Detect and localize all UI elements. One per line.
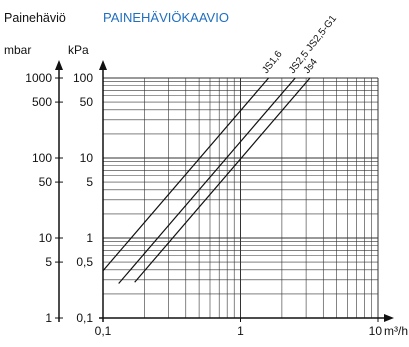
kpa-tick-label: 100 [73,71,93,85]
mbar-tick-label: 10 [39,231,53,245]
y-unit-mbar: mbar [4,43,31,57]
series-lines [102,77,311,284]
mbar-tick-label: 50 [39,175,53,189]
series-line [134,77,311,283]
pressure-loss-label: Painehäviö [4,11,66,25]
grid [102,77,379,319]
mbar-axis: 1000 500 100 50 10 5 1 [25,60,63,325]
series-line [118,77,296,284]
axes [99,60,394,322]
kpa-tick-label: 10 [80,151,94,165]
kpa-tick-label: 1 [86,231,93,245]
kpa-tick-labels: 100 50 10 5 1 0,5 0,1 [73,71,93,325]
series-line [102,77,270,272]
x-axis-arrow [384,314,394,322]
x-axis-label: m³/h [384,324,408,338]
mbar-tick-label: 500 [32,95,52,109]
y-unit-kpa: kPa [68,43,89,57]
x-tick-labels: 0,1 1 10 m³/h [95,318,408,338]
x-tick-label: 0,1 [95,324,112,338]
kpa-tick-label: 5 [86,175,93,189]
x-tick-label: 1 [237,324,244,338]
mbar-tick-label: 1 [45,311,52,325]
mbar-axis-arrow [55,60,63,70]
kpa-tick-label: 0,5 [76,255,93,269]
mbar-tick-label: 100 [32,151,52,165]
x-tick-label: 10 [369,324,383,338]
mbar-tick-label: 5 [45,255,52,269]
mbar-tick-label: 1000 [25,71,52,85]
kpa-tick-label: 0,1 [76,311,93,325]
kpa-tick-label: 50 [80,95,94,109]
y-axis-arrow [99,60,107,70]
series-label: JS1,6 [260,49,285,76]
chart-title: PAINEHÄVIÖKAAVIO [103,10,229,25]
